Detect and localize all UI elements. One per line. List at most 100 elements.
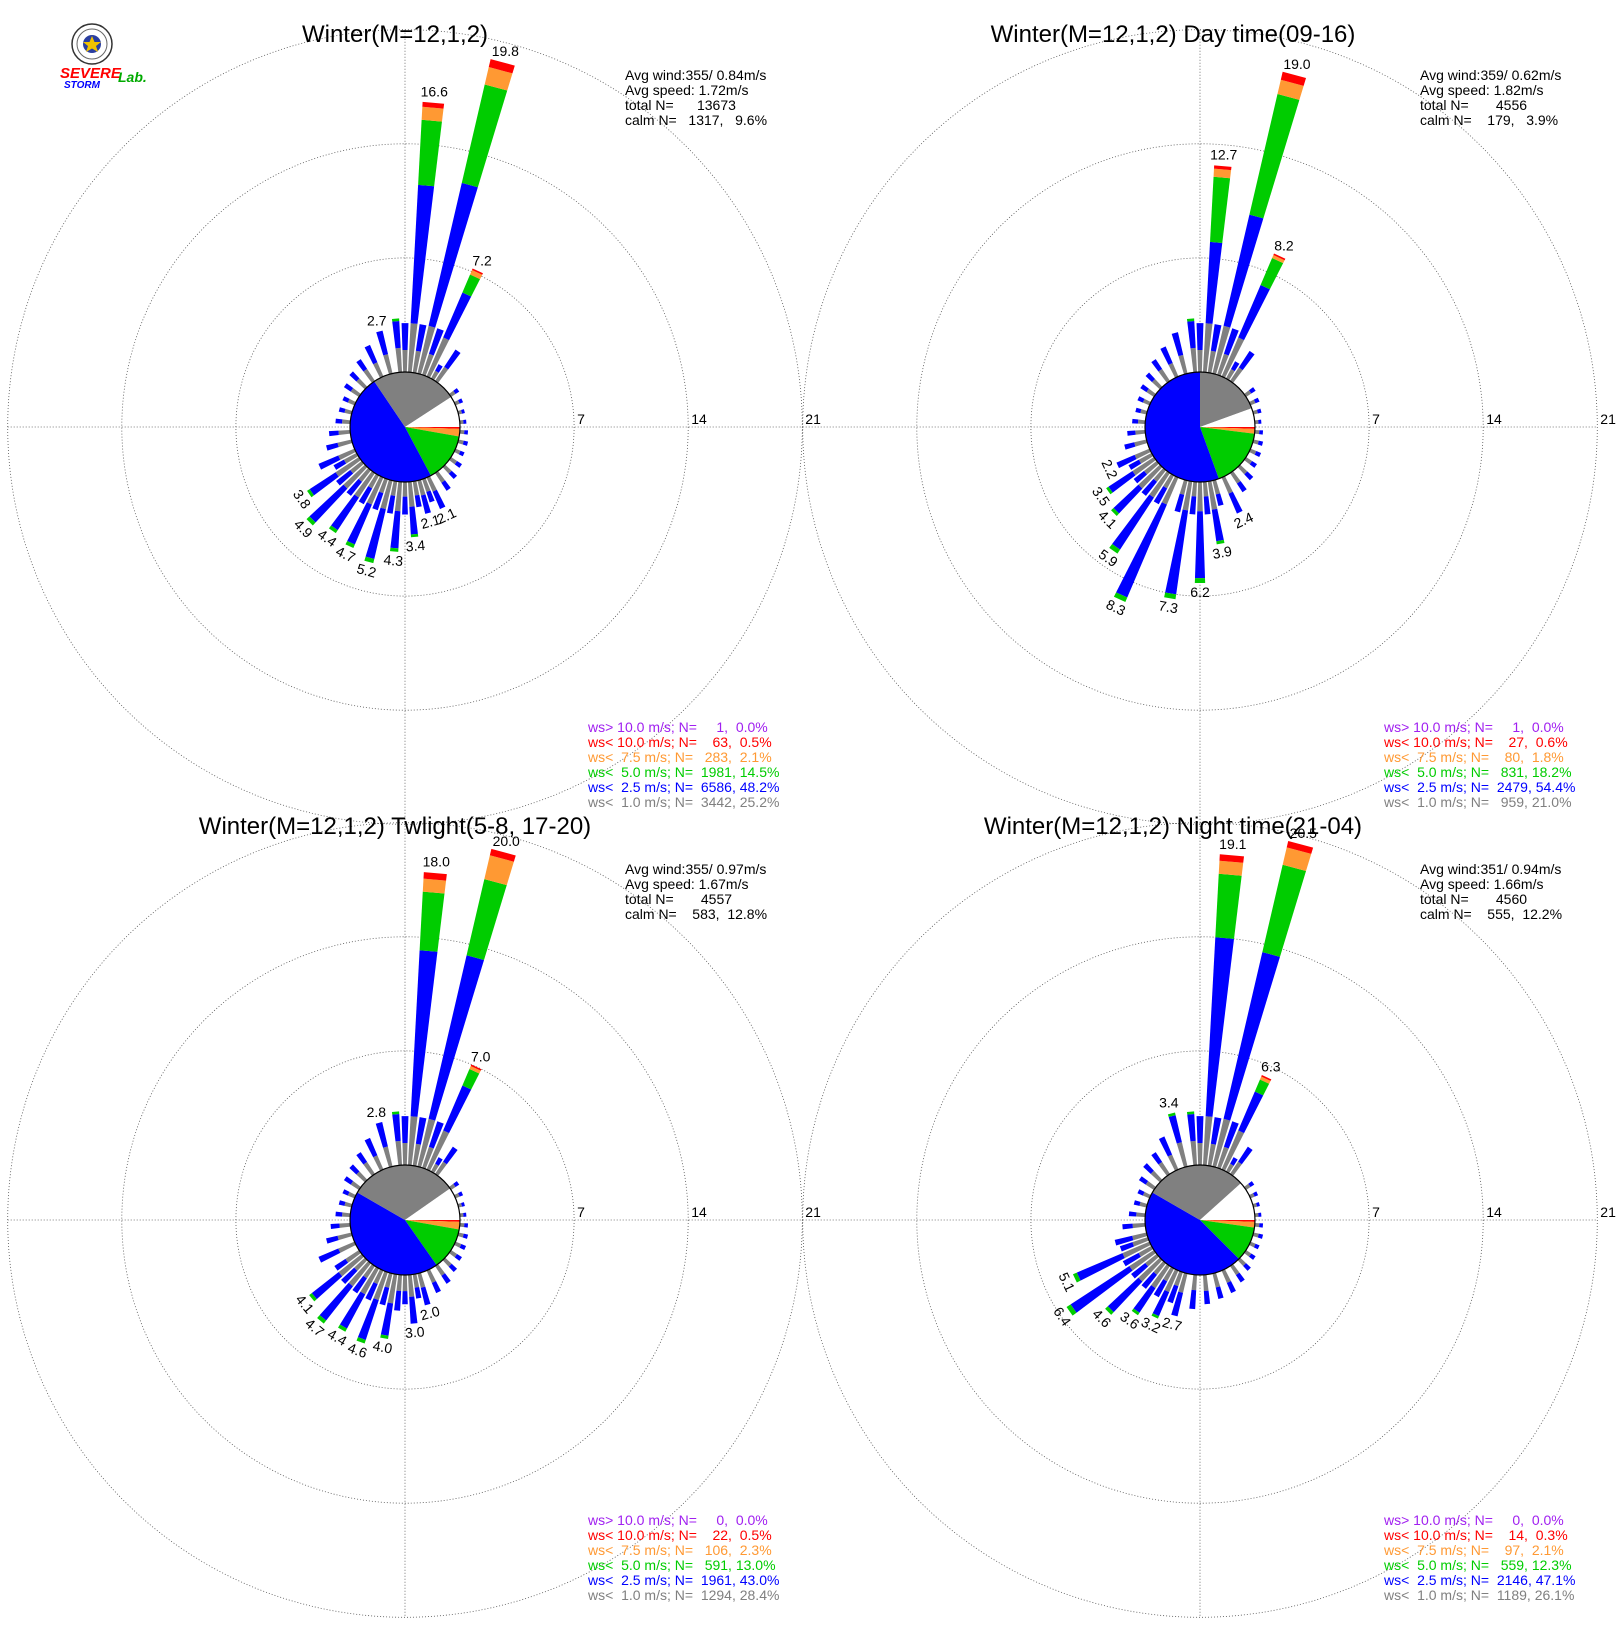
wind-bar-segment-lt2_5 (342, 1189, 350, 1196)
wind-bar-segment-lt2_5 (318, 455, 341, 470)
wind-bar-segment-lt1 (1190, 1140, 1198, 1166)
wind-bar (338, 1266, 380, 1332)
wind-bar-segment-lt2_5 (335, 1211, 343, 1217)
pie-slice-calm (1200, 408, 1256, 427)
wind-bar-segment-lt1 (1158, 1161, 1170, 1177)
legend-entry-lt1: ws< 1.0 m/s; N= 959, 21.0% (1383, 794, 1572, 810)
wind-bar-segment-lt2_5 (1187, 321, 1196, 349)
wind-bar-segment-lt5 (391, 1111, 400, 1115)
wind-bar (352, 1263, 375, 1294)
wind-bar-segment-lt2_5 (1235, 1272, 1245, 1283)
wind-bar-segment-lt2_5 (428, 182, 478, 328)
wind-bar-segment-lt5 (1215, 873, 1242, 939)
pie-slice-lt1 (1200, 1165, 1241, 1220)
pie-slice-calm (1200, 1183, 1255, 1220)
wind-bar-segment-lt1 (417, 479, 426, 496)
wind-bar-segment-lt5 (364, 556, 375, 564)
wind-bar-segment-lt1 (1249, 1241, 1256, 1248)
wind-bar-segment-lt7_5 (484, 67, 513, 91)
wind-bar-segment-lt2_5 (1113, 484, 1143, 514)
wind-bar-segment-lt1 (407, 481, 415, 507)
wind-bar (1072, 1241, 1151, 1283)
wind-bar-segment-lt2_5 (365, 507, 386, 559)
wind-bar-segment-lt2_5 (1259, 1223, 1264, 1228)
wind-bar (459, 1212, 467, 1218)
wind-bar-segment-lt10 (1261, 1074, 1272, 1081)
wind-bar-segment-lt2_5 (1249, 460, 1257, 468)
wind-bar-segment-lt2_5 (343, 383, 354, 392)
wind-bar-segment-lt1 (383, 1146, 393, 1168)
wind-bar-segment-lt1 (1221, 337, 1245, 378)
stat-line: Avg speed: 1.82m/s (1420, 82, 1543, 98)
wind-bar-segment-lt2_5 (1236, 481, 1247, 493)
wind-bar-segment-lt1 (1237, 464, 1248, 475)
legend-entry-lt5: ws< 5.0 m/s; N= 1981, 14.5% (587, 764, 779, 780)
wind-bar-segment-lt2_5 (1211, 508, 1224, 542)
wind-bar-segment-lt2_5 (1108, 471, 1136, 493)
wind-bar-segment-lt1 (373, 362, 384, 378)
wind-bar-segment-lt2_5 (1223, 328, 1239, 356)
wind-bar-segment-lt2_5 (414, 1286, 422, 1299)
wind-bar-segment-lt2_5 (1238, 350, 1255, 371)
wind-bar-segment-lt2_5 (372, 491, 384, 511)
wind-bar-segment-lt2_5 (1249, 1253, 1256, 1260)
wind-bar-segment-lt1 (457, 1232, 464, 1238)
wind-bar-segment-lt5 (1216, 539, 1225, 545)
wind-bar-segment-lt5 (356, 1337, 366, 1344)
wind-bar-segment-lt2_5 (1167, 1284, 1179, 1304)
wind-bar-segment-lt2_5 (347, 502, 372, 545)
stat-line: Avg speed: 1.72m/s (625, 82, 748, 98)
wind-bar (1254, 429, 1264, 435)
legend-entry-lt7_5: ws< 7.5 m/s; N= 80, 1.8% (1383, 749, 1564, 765)
wind-bar (1243, 387, 1256, 397)
wind-bar-segment-lt1 (1164, 1269, 1179, 1293)
stat-line: total N= 4560 (1420, 891, 1527, 907)
wind-bar-segment-lt2_5 (441, 480, 451, 491)
wind-bar-segment-lt1 (1207, 1143, 1216, 1167)
wind-bar-segment-lt1 (1163, 473, 1175, 489)
wind-bar-segment-lt1 (337, 439, 353, 448)
wind-bar-segment-lt1 (1225, 1163, 1234, 1174)
wind-bar-segment-lt1 (426, 1269, 436, 1283)
wind-bar-segment-lt1 (422, 1146, 434, 1169)
wind-bar (338, 1200, 353, 1208)
center-pie (349, 371, 461, 483)
legend-entry-lt10: ws< 10.0 m/s; N= 27, 0.6% (1383, 734, 1568, 750)
wind-bar-segment-lt2_5 (343, 1176, 354, 1185)
wind-bar-segment-lt2_5 (444, 349, 461, 370)
pie-slice-lt5 (405, 1220, 460, 1266)
wind-bar-segment-lt1 (356, 1171, 368, 1183)
wind-bar (1252, 439, 1264, 446)
wind-bar (1230, 1263, 1245, 1283)
wind-bar-segment-lt1 (1197, 350, 1203, 373)
wind-bar-segment-lt10 (1219, 854, 1245, 863)
wind-bar-segment-lt2_5 (410, 950, 438, 1117)
wind-bar (1212, 479, 1224, 506)
wind-bar (1171, 1272, 1188, 1317)
wind-bar-segment-lt2_5 (1122, 1252, 1141, 1267)
wind-bar (1221, 1269, 1236, 1294)
wind-bar-segment-lt2_5 (1171, 332, 1184, 357)
wind-bar-segment-lt2_5 (309, 484, 348, 523)
pie-slice-lt7_5 (1200, 427, 1255, 434)
stat-line: Avg speed: 1.67m/s (625, 876, 748, 892)
wind-bar-segment-lt1 (396, 1274, 403, 1292)
wind-bar-segment-lt1 (1221, 1130, 1245, 1171)
wind-bar-segment-lt1 (356, 378, 368, 390)
wind-bar-segment-lt1 (373, 1155, 384, 1171)
wind-bar-segment-lt2_5 (1194, 511, 1206, 579)
wind-bar-segment-lt2_5 (428, 328, 444, 356)
wind-bar (442, 1257, 458, 1273)
wind-bar-segment-lt1 (1217, 353, 1229, 376)
wind-bar-segment-lt2_5 (1238, 284, 1270, 341)
wind-bar-segment-lt2_5 (1203, 496, 1211, 515)
legend-entry-lt7_5: ws< 7.5 m/s; N= 283, 2.1% (587, 749, 772, 765)
wind-bar (364, 344, 384, 378)
wind-bar (1133, 460, 1160, 484)
wind-bar (1132, 418, 1146, 425)
wind-bar (402, 481, 408, 515)
bar-value-label: 5.2 (355, 560, 378, 581)
wind-bar-segment-lt1 (1221, 476, 1233, 494)
pie-outline (1144, 1164, 1256, 1276)
bar-value-label: 20.5 (1290, 825, 1317, 841)
